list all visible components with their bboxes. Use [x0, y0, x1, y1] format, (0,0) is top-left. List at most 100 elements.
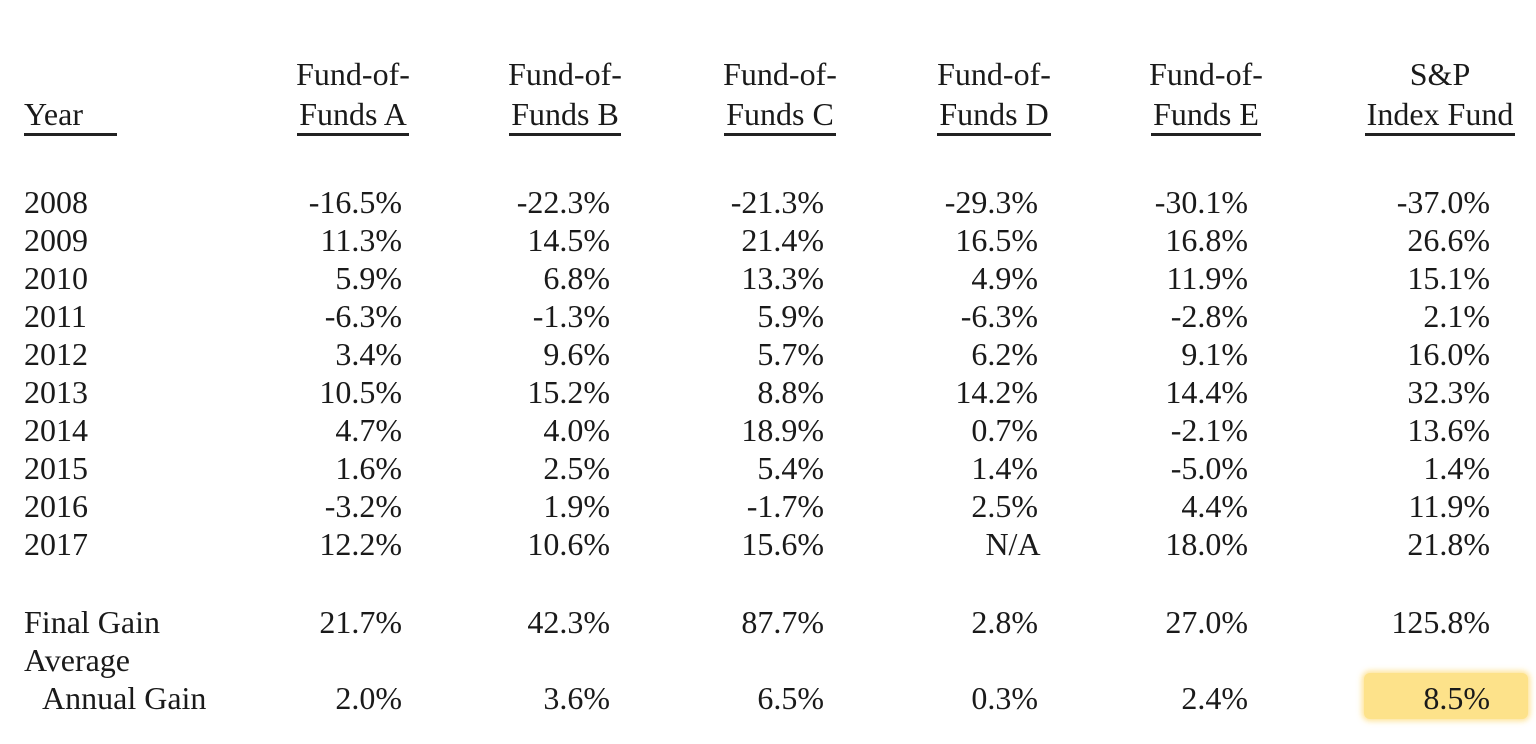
row-value-cell: 1.6% — [335, 450, 402, 486]
row-value-cell: 8.8% — [757, 374, 824, 410]
row-value-cell: 2.5% — [971, 488, 1038, 524]
header-fund-a-line1: Fund-of- — [296, 56, 410, 92]
row-value-cell: -1.7% — [746, 488, 824, 524]
row-value-cell: 10.5% — [319, 374, 402, 410]
header-fund-c-line1: Fund-of- — [723, 56, 837, 92]
header-fund-e-line2: Funds E — [1151, 95, 1261, 136]
row-value-cell: 0.7% — [971, 412, 1038, 448]
row-value-cell: -29.3% — [944, 184, 1038, 220]
row-value-cell: 14.4% — [1165, 374, 1248, 410]
row-value-cell: 3.4% — [335, 336, 402, 372]
final-gain-value: 125.8% — [1391, 604, 1490, 640]
row-value-cell: 18.9% — [741, 412, 824, 448]
average-label-line1: Average — [24, 642, 130, 678]
header-fund-d-line1: Fund-of- — [937, 56, 1051, 92]
row-year-label: 2014 — [24, 412, 88, 448]
row-value-cell: -3.2% — [324, 488, 402, 524]
row-value-cell: -1.3% — [532, 298, 610, 334]
header-fund-d: Fund-of- Funds D — [924, 54, 1064, 136]
row-value-cell: 26.6% — [1407, 222, 1490, 258]
row-value-cell: -22.3% — [516, 184, 610, 220]
row-value-cell: 16.0% — [1407, 336, 1490, 372]
row-value-cell: -30.1% — [1154, 184, 1248, 220]
average-annual-gain-value: 6.5% — [757, 680, 824, 716]
row-value-cell: N/A — [985, 526, 1041, 562]
average-annual-gain-value: 8.5% — [1423, 680, 1490, 716]
average-annual-gain-value: 2.4% — [1181, 680, 1248, 716]
row-year-label: 2011 — [24, 298, 87, 334]
row-year-label: 2008 — [24, 184, 88, 220]
row-year-label: 2013 — [24, 374, 88, 410]
row-value-cell: 11.9% — [1166, 260, 1248, 296]
row-value-cell: 14.5% — [527, 222, 610, 258]
header-fund-a: Fund-of- Funds A — [284, 54, 422, 136]
row-year-label: 2016 — [24, 488, 88, 524]
header-fund-b-line1: Fund-of- — [508, 56, 622, 92]
row-value-cell: 5.9% — [757, 298, 824, 334]
header-year-label: Year — [24, 95, 117, 136]
row-value-cell: -6.3% — [960, 298, 1038, 334]
header-sp-index: S&P Index Fund — [1350, 54, 1530, 136]
row-value-cell: 1.4% — [971, 450, 1038, 486]
row-year-label: 2012 — [24, 336, 88, 372]
row-value-cell: -5.0% — [1170, 450, 1248, 486]
row-value-cell: 15.6% — [741, 526, 824, 562]
row-year-label: 2015 — [24, 450, 88, 486]
final-gain-value: 42.3% — [527, 604, 610, 640]
header-fund-c-line2: Funds C — [724, 95, 836, 136]
header-fund-b-line2: Funds B — [509, 95, 621, 136]
row-value-cell: 32.3% — [1407, 374, 1490, 410]
row-value-cell: 6.2% — [971, 336, 1038, 372]
row-value-cell: -16.5% — [308, 184, 402, 220]
row-value-cell: 14.2% — [955, 374, 1038, 410]
row-value-cell: 4.0% — [543, 412, 610, 448]
header-sp-index-line1: S&P — [1409, 56, 1471, 92]
average-annual-gain-value: 3.6% — [543, 680, 610, 716]
row-value-cell: 21.8% — [1407, 526, 1490, 562]
row-value-cell: 15.1% — [1407, 260, 1490, 296]
row-value-cell: 1.9% — [543, 488, 610, 524]
row-value-cell: 6.8% — [543, 260, 610, 296]
row-value-cell: 18.0% — [1165, 526, 1248, 562]
header-fund-c: Fund-of- Funds C — [710, 54, 850, 136]
final-gain-value: 27.0% — [1165, 604, 1248, 640]
average-annual-gain-value: 2.0% — [335, 680, 402, 716]
row-value-cell: 13.6% — [1407, 412, 1490, 448]
average-label-line2: Annual Gain — [42, 680, 207, 716]
row-value-cell: 4.7% — [335, 412, 402, 448]
average-annual-gain-value: 0.3% — [971, 680, 1038, 716]
header-fund-e: Fund-of- Funds E — [1138, 54, 1274, 136]
final-gain-label: Final Gain — [24, 604, 160, 640]
row-value-cell: 12.2% — [319, 526, 402, 562]
header-year: Year — [24, 54, 117, 136]
row-value-cell: -6.3% — [324, 298, 402, 334]
row-value-cell: 10.6% — [527, 526, 610, 562]
row-value-cell: 9.1% — [1181, 336, 1248, 372]
row-value-cell: 5.7% — [757, 336, 824, 372]
row-value-cell: 21.4% — [741, 222, 824, 258]
row-value-cell: 13.3% — [741, 260, 824, 296]
row-value-cell: 4.9% — [971, 260, 1038, 296]
header-sp-index-line2: Index Fund — [1364, 95, 1516, 136]
highlight-sp-average — [1364, 673, 1528, 719]
row-value-cell: 2.1% — [1423, 298, 1490, 334]
row-value-cell: 9.6% — [543, 336, 610, 372]
row-year-label: 2009 — [24, 222, 88, 258]
header-fund-b: Fund-of- Funds B — [498, 54, 632, 136]
row-year-label: 2010 — [24, 260, 88, 296]
row-value-cell: 2.5% — [543, 450, 610, 486]
row-value-cell: 15.2% — [527, 374, 610, 410]
row-value-cell: 16.8% — [1165, 222, 1248, 258]
header-fund-a-line2: Funds A — [297, 95, 409, 136]
row-value-cell: 16.5% — [955, 222, 1038, 258]
row-value-cell: 5.4% — [757, 450, 824, 486]
row-value-cell: -37.0% — [1396, 184, 1490, 220]
row-value-cell: 11.3% — [320, 222, 402, 258]
final-gain-value: 21.7% — [319, 604, 402, 640]
final-gain-value: 87.7% — [741, 604, 824, 640]
header-fund-d-line2: Funds D — [937, 95, 1051, 136]
row-year-label: 2017 — [24, 526, 88, 562]
row-value-cell: -2.8% — [1170, 298, 1248, 334]
header-fund-e-line1: Fund-of- — [1149, 56, 1263, 92]
row-value-cell: -2.1% — [1170, 412, 1248, 448]
